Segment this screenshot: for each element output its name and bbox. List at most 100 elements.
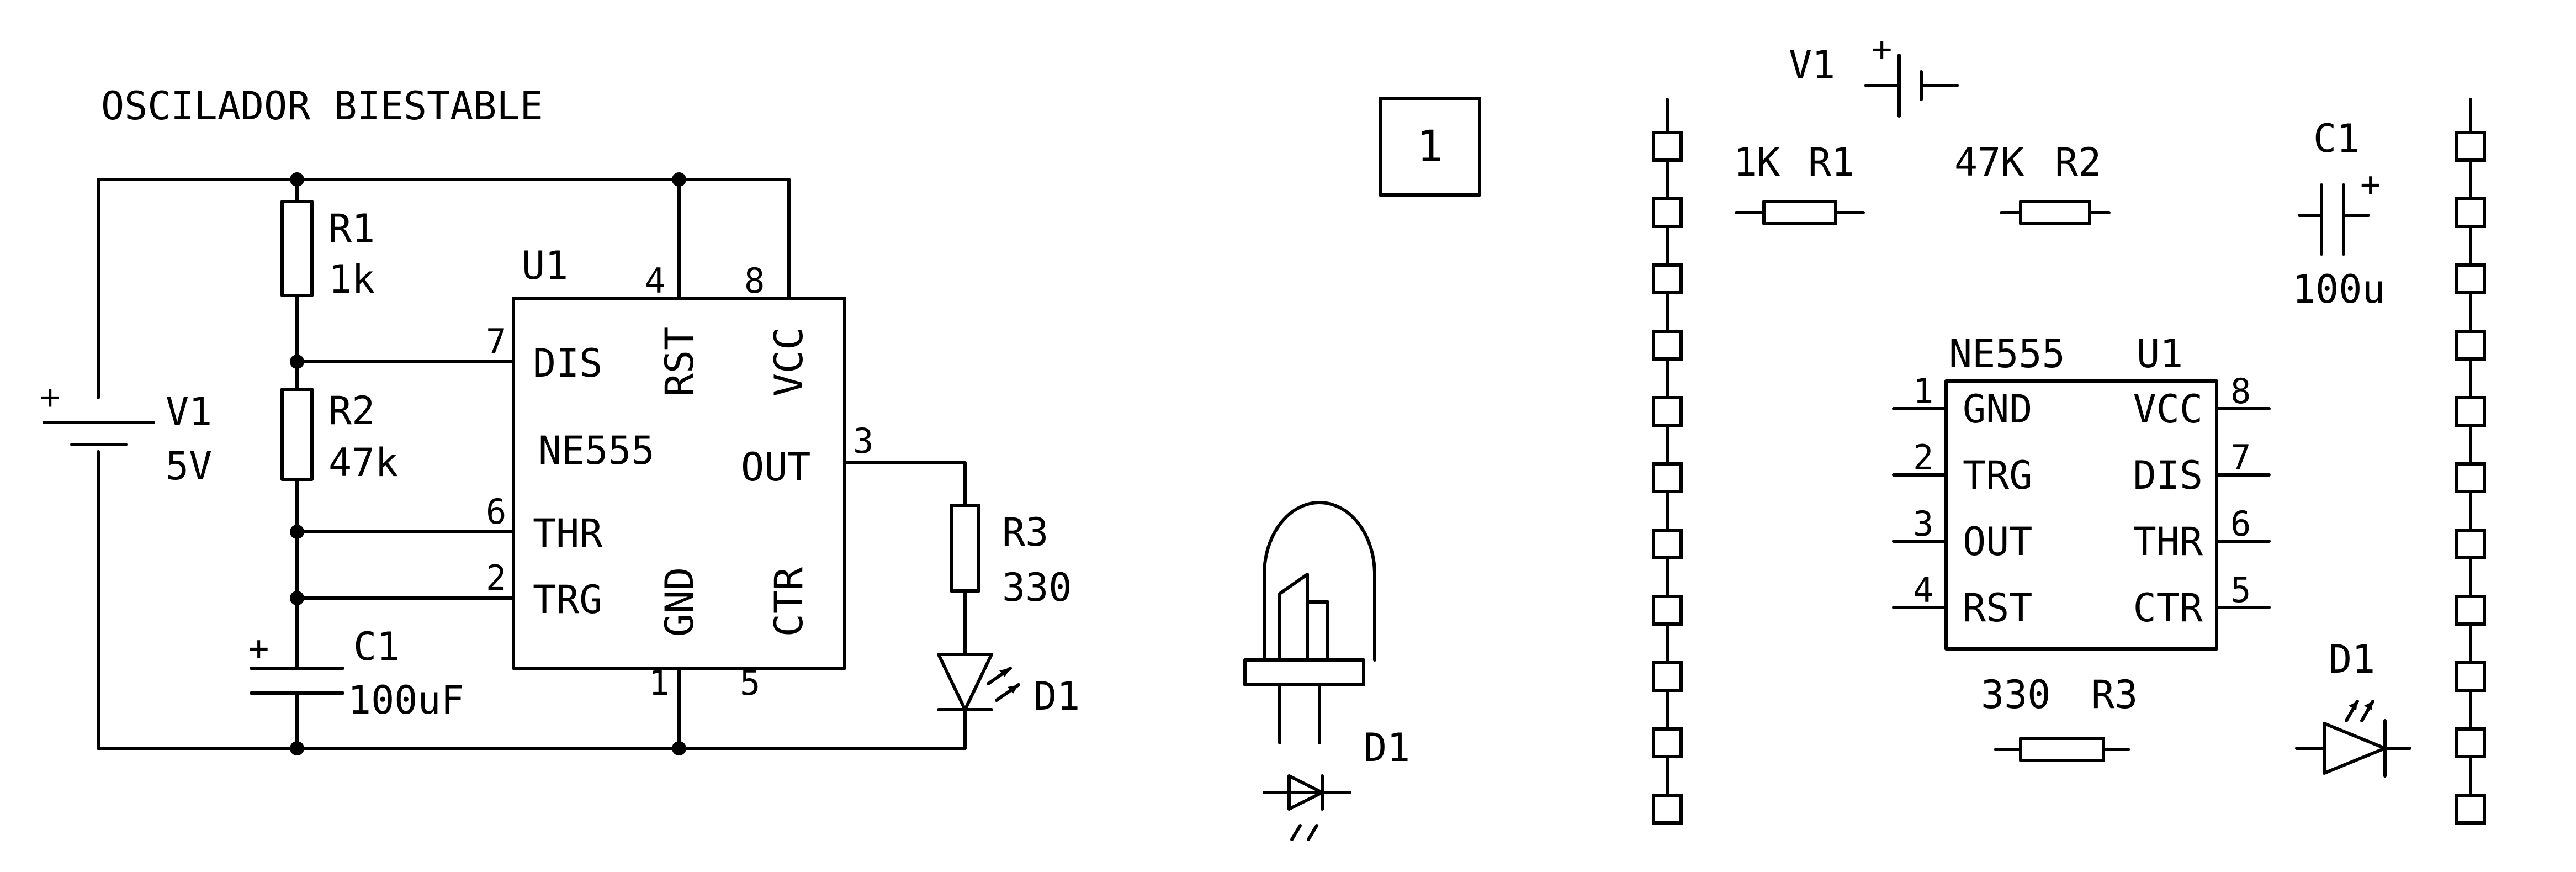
r2-ref: R2 [328, 388, 375, 434]
pin-num-4: 4 [645, 261, 665, 301]
u1-ne555: U1 NE555 DIS THR TRG OUT RST VCC GND CTR… [486, 243, 873, 703]
r3-resistor: R3 330 [950, 504, 1072, 610]
header-pad [2455, 330, 2486, 361]
layout-v1: V1 + [1789, 29, 1959, 118]
v1-value: 5V [166, 443, 212, 489]
layout-pin-vcc: VCC [2133, 387, 2203, 432]
r3-value: 330 [1002, 565, 1072, 610]
header-pad [1652, 263, 1683, 294]
layout-pin-num-1: 1 [1913, 371, 1933, 411]
u1-ref: U1 [522, 243, 568, 288]
header-pad [1652, 529, 1683, 559]
pin-num-7: 7 [486, 321, 506, 362]
schematic: OSCILADOR BIESTABLE [40, 83, 1080, 755]
header-pad [2455, 794, 2486, 825]
layout-pin-ctr: CTR [2133, 585, 2203, 631]
layout-pin-num-5: 5 [2230, 570, 2251, 610]
layout-ic-part: NE555 [1949, 331, 2065, 377]
r1-value: 1k [328, 257, 375, 302]
header-pad [2455, 263, 2486, 294]
layout-r2: 47K R2 [1954, 140, 2111, 225]
c1-capacitor: + C1 100uF [248, 624, 464, 723]
v1-battery: + V1 5V [40, 377, 212, 489]
layout-ic-ref: U1 [2137, 331, 2183, 377]
pin-label-ctr: CTR [766, 567, 812, 637]
c1-ref: C1 [353, 624, 400, 669]
header-pad [1652, 462, 1683, 493]
header-pad [1652, 330, 1683, 361]
layout-pin-num-2: 2 [1913, 437, 1933, 478]
pin-label-dis: DIS [533, 341, 602, 386]
pin-label-rst: RST [657, 327, 702, 397]
header-strip-right [2455, 98, 2486, 825]
header-pad [2455, 197, 2486, 228]
header-pad [2455, 131, 2486, 162]
layout-r1-value: 1K [1734, 140, 1780, 185]
layout-pin-num-7: 7 [2230, 437, 2251, 478]
layout-c1-plus: + [2360, 164, 2381, 204]
r1-ref: R1 [328, 206, 375, 251]
header-pad [2455, 396, 2486, 427]
sheet-number: 1 [1417, 122, 1443, 172]
pin-num-5: 5 [740, 663, 760, 703]
layout-c1-ref: C1 [2313, 116, 2360, 161]
layout-v1-ref: V1 [1789, 43, 1835, 88]
layout-d1-ref: D1 [2329, 637, 2375, 682]
layout-r2-ref: R2 [2055, 140, 2101, 185]
layout-pin-num-8: 8 [2230, 371, 2251, 411]
layout-pin-rst: RST [1963, 585, 2032, 631]
pin-num-3: 3 [853, 421, 873, 461]
layout-c1-value: 100u [2292, 267, 2386, 312]
header-pad [1652, 595, 1683, 626]
r3-ref: R3 [1002, 510, 1048, 555]
layout-pin-num-6: 6 [2230, 504, 2251, 544]
c1-plus-mark: + [248, 628, 269, 668]
header-pad [2455, 661, 2486, 692]
v1-ref: V1 [166, 389, 212, 435]
header-pad [2455, 462, 2486, 493]
layout-pin-dis: DIS [2133, 453, 2203, 498]
pin-label-thr: THR [533, 511, 603, 556]
layout-d1: D1 [2295, 637, 2411, 778]
header-pad [2455, 529, 2486, 559]
header-pad [1652, 794, 1683, 825]
u1-part: NE555 [538, 428, 655, 473]
d1-led: D1 [937, 653, 1080, 719]
sheet-number-box: 1 [1379, 97, 1481, 197]
v1-plus-mark: + [40, 377, 60, 417]
header-pad [1652, 131, 1683, 162]
pin-num-1: 1 [649, 663, 669, 703]
layout-pin-num-4: 4 [1913, 570, 1933, 610]
header-pad [2455, 727, 2486, 758]
d1-ref: D1 [1033, 674, 1080, 719]
layout-pin-trg: TRG [1963, 453, 2032, 498]
pin-label-trg: TRG [533, 577, 602, 622]
pin-label-out: OUT [741, 445, 810, 490]
pin-num-2: 2 [486, 558, 506, 598]
layout-pin-num-3: 3 [1913, 504, 1933, 544]
layout-r1: 1K R1 [1734, 140, 1865, 225]
layout-r3: 330 R3 [1981, 672, 2138, 762]
layout-pin-gnd: GND [1963, 387, 2032, 432]
c1-value: 100uF [348, 678, 464, 723]
layout-c1: C1 + 100u [2292, 116, 2386, 312]
pin-label-vcc: VCC [766, 327, 812, 397]
pin-num-6: 6 [486, 492, 506, 532]
layout-r3-value: 330 [1981, 672, 2050, 717]
layout-v1-plus: + [1872, 29, 1892, 69]
junctions [290, 172, 686, 755]
layout-pin-thr: THR [2133, 519, 2203, 564]
r1-resistor: R1 1k [280, 200, 375, 302]
d1-physical-ref: D1 [1364, 725, 1410, 770]
d1-physical-led: D1 [1243, 501, 1410, 841]
header-pad [1652, 661, 1683, 692]
layout-r3-ref: R3 [2091, 672, 2138, 717]
layout-pin-out: OUT [1963, 519, 2032, 564]
header-pad [2455, 595, 2486, 626]
pin-num-8: 8 [744, 261, 765, 301]
r2-value: 47k [328, 440, 398, 485]
header-pad [1652, 396, 1683, 427]
layout-r1-ref: R1 [1808, 140, 1854, 185]
header-pad [1652, 727, 1683, 758]
